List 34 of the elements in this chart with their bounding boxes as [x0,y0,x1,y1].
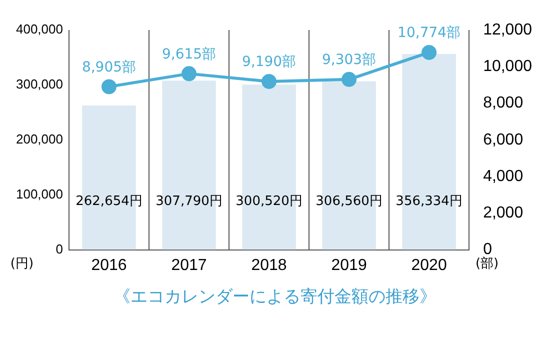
point [342,72,357,87]
y-tick-label: 300,000 [16,76,63,92]
data-label: 9,303部 [322,52,376,68]
data-label: 9,615部 [162,46,216,62]
point [422,44,437,60]
data-label: 262,654円 [76,194,142,209]
data-label: 356,334円 [396,194,462,209]
data-label: 307,790円 [156,194,222,209]
y2-tick-label: 4,000 [483,168,524,185]
y-tick-label: 200,000 [16,131,63,146]
point [182,66,197,82]
text: 《エコカレンダーによる寄付金額の推移》 [112,286,438,308]
data-label: 9,190部 [242,54,296,70]
x-tick-label: 2016 [91,256,127,274]
y2-axis-title: (部) [475,256,499,272]
x-tick-label: 2018 [251,256,287,274]
x-tick-label: 2020 [411,256,447,274]
x-tick-label: 2019 [331,256,367,274]
y-axis-title: (円) [10,256,34,272]
y2-tick-label: 2,000 [483,204,524,222]
x-tick-label: 2017 [171,256,207,274]
point [262,74,277,89]
y2-tick-label: 6,000 [483,131,524,148]
data-label: 8,905部 [82,59,136,76]
y-tick-label: 400,000 [16,22,63,37]
y2-tick-label: 12,000 [483,21,532,38]
y-tick-label: 100,000 [16,186,63,202]
y2-tick-label: 10,000 [483,58,532,76]
data-label: 300,520円 [236,194,302,209]
y2-tick-label: 8,000 [483,94,524,112]
data-label: 10,774部 [398,25,461,42]
point [102,79,116,94]
data-label: 306,560円 [316,194,382,209]
y-tick-label: 0 [56,241,63,256]
